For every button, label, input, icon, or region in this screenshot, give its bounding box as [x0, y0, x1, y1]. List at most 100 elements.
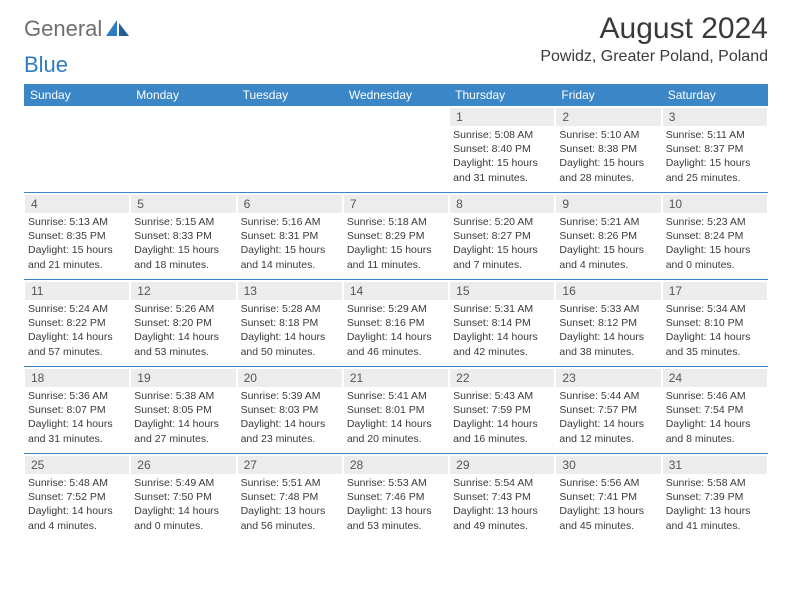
sunset-text: Sunset: 8:20 PM [134, 316, 232, 330]
day-data: Sunrise: 5:56 AMSunset: 7:41 PMDaylight:… [555, 476, 661, 537]
day-number: 13 [238, 282, 342, 300]
day-data: Sunrise: 5:36 AMSunset: 8:07 PMDaylight:… [24, 389, 130, 450]
sunrise-text: Sunrise: 5:29 AM [347, 302, 445, 316]
sunrise-text: Sunrise: 5:13 AM [28, 215, 126, 229]
day-number: 31 [663, 456, 767, 474]
calendar-day: 9Sunrise: 5:21 AMSunset: 8:26 PMDaylight… [555, 193, 661, 279]
day-data: Sunrise: 5:26 AMSunset: 8:20 PMDaylight:… [130, 302, 236, 363]
calendar-day: 6Sunrise: 5:16 AMSunset: 8:31 PMDaylight… [237, 193, 343, 279]
calendar-day: 12 Sunrise: 5:26 AMSunset: 8:20 PMDayligh… [130, 280, 236, 366]
day-data: Sunrise: 5:39 AMSunset: 8:03 PMDaylight:… [237, 389, 343, 450]
calendar-day: 21Sunrise: 5:41 AMSunset: 8:01 PMDayligh… [343, 367, 449, 453]
dow-sunday: Sunday [24, 84, 130, 106]
dow-friday: Friday [555, 84, 661, 106]
day-number: 12 [131, 282, 235, 300]
sunrise-text: Sunrise: 5:38 AM [134, 389, 232, 403]
sunset-text: Sunset: 7:39 PM [666, 490, 764, 504]
daylight-text: Daylight: 14 hours and 53 minutes. [134, 330, 232, 358]
day-data: Sunrise: 5:21 AMSunset: 8:26 PMDaylight:… [555, 215, 661, 276]
calendar-week: 4Sunrise: 5:13 AMSunset: 8:35 PMDaylight… [24, 192, 768, 279]
day-data: Sunrise: 5:08 AMSunset: 8:40 PMDaylight:… [449, 128, 555, 189]
day-data: Sunrise: 5:34 AMSunset: 8:10 PMDaylight:… [662, 302, 768, 363]
calendar-day: 24Sunrise: 5:46 AMSunset: 7:54 PMDayligh… [662, 367, 768, 453]
day-number: 26 [131, 456, 235, 474]
day-number: 5 [131, 195, 235, 213]
calendar-day [237, 106, 343, 192]
sunset-text: Sunset: 7:46 PM [347, 490, 445, 504]
daylight-text: Daylight: 15 hours and 21 minutes. [28, 243, 126, 271]
day-data: Sunrise: 5:24 AMSunset: 8:22 PMDaylight:… [24, 302, 130, 363]
sunrise-text: Sunrise: 5:24 AM [28, 302, 126, 316]
sunset-text: Sunset: 8:24 PM [666, 229, 764, 243]
sunrise-text: Sunrise: 5:46 AM [666, 389, 764, 403]
calendar-day: 1Sunrise: 5:08 AMSunset: 8:40 PMDaylight… [449, 106, 555, 192]
day-data: Sunrise: 5:29 AMSunset: 8:16 PMDaylight:… [343, 302, 449, 363]
sunrise-text: Sunrise: 5:15 AM [134, 215, 232, 229]
calendar-day: 23 Sunrise: 5:44 AMSunset: 7:57 PMDayligh… [555, 367, 661, 453]
sunset-text: Sunset: 8:31 PM [241, 229, 339, 243]
day-data: Sunrise: 5:33 AMSunset: 8:12 PMDaylight:… [555, 302, 661, 363]
sunset-text: Sunset: 8:16 PM [347, 316, 445, 330]
day-data: Sunrise: 5:20 AMSunset: 8:27 PMDaylight:… [449, 215, 555, 276]
calendar-day [343, 106, 449, 192]
sunset-text: Sunset: 7:57 PM [559, 403, 657, 417]
daylight-text: Daylight: 13 hours and 56 minutes. [241, 504, 339, 532]
calendar-day: 10Sunrise: 5:23 AMSunset: 8:24 PMDayligh… [662, 193, 768, 279]
day-number: 21 [344, 369, 448, 387]
sunset-text: Sunset: 8:14 PM [453, 316, 551, 330]
calendar-day: 4Sunrise: 5:13 AMSunset: 8:35 PMDaylight… [24, 193, 130, 279]
day-number: 17 [663, 282, 767, 300]
daylight-text: Daylight: 14 hours and 23 minutes. [241, 417, 339, 445]
calendar-day: 3Sunrise: 5:11 AMSunset: 8:37 PMDaylight… [662, 106, 768, 192]
daylight-text: Daylight: 15 hours and 11 minutes. [347, 243, 445, 271]
calendar-day: 17 Sunrise: 5:34 AMSunset: 8:10 PMDayligh… [662, 280, 768, 366]
sunset-text: Sunset: 8:05 PM [134, 403, 232, 417]
sunrise-text: Sunrise: 5:43 AM [453, 389, 551, 403]
day-data: Sunrise: 5:51 AMSunset: 7:48 PMDaylight:… [237, 476, 343, 537]
sunset-text: Sunset: 8:22 PM [28, 316, 126, 330]
logo-word-2: Blue [24, 54, 68, 76]
daylight-text: Daylight: 13 hours and 41 minutes. [666, 504, 764, 532]
day-number: 2 [556, 108, 660, 126]
daylight-text: Daylight: 15 hours and 28 minutes. [559, 156, 657, 184]
day-number: 27 [238, 456, 342, 474]
day-number: 18 [25, 369, 129, 387]
calendar-day: 18 Sunrise: 5:36 AMSunset: 8:07 PMDayligh… [24, 367, 130, 453]
calendar-day: 11Sunrise: 5:24 AMSunset: 8:22 PMDayligh… [24, 280, 130, 366]
calendar-day: 16Sunrise: 5:33 AMSunset: 8:12 PMDayligh… [555, 280, 661, 366]
sunset-text: Sunset: 8:12 PM [559, 316, 657, 330]
calendar-week: 11Sunrise: 5:24 AMSunset: 8:22 PMDayligh… [24, 279, 768, 366]
daylight-text: Daylight: 14 hours and 50 minutes. [241, 330, 339, 358]
daylight-text: Daylight: 14 hours and 31 minutes. [28, 417, 126, 445]
daylight-text: Daylight: 15 hours and 25 minutes. [666, 156, 764, 184]
daylight-text: Daylight: 14 hours and 46 minutes. [347, 330, 445, 358]
calendar-week: 25Sunrise: 5:48 AMSunset: 7:52 PMDayligh… [24, 453, 768, 540]
sunset-text: Sunset: 8:26 PM [559, 229, 657, 243]
calendar-day: 2Sunrise: 5:10 AMSunset: 8:38 PMDaylight… [555, 106, 661, 192]
daylight-text: Daylight: 13 hours and 45 minutes. [559, 504, 657, 532]
daylight-text: Daylight: 14 hours and 38 minutes. [559, 330, 657, 358]
calendar-day: 30Sunrise: 5:56 AMSunset: 7:41 PMDayligh… [555, 454, 661, 540]
sunrise-text: Sunrise: 5:20 AM [453, 215, 551, 229]
day-data: Sunrise: 5:44 AMSunset: 7:57 PMDaylight:… [555, 389, 661, 450]
day-number: 3 [663, 108, 767, 126]
sunrise-text: Sunrise: 5:10 AM [559, 128, 657, 142]
calendar-day: 8 Sunrise: 5:20 AMSunset: 8:27 PMDaylight… [449, 193, 555, 279]
day-data: Sunrise: 5:15 AMSunset: 8:33 PMDaylight:… [130, 215, 236, 276]
sunrise-text: Sunrise: 5:11 AM [666, 128, 764, 142]
sunset-text: Sunset: 7:48 PM [241, 490, 339, 504]
sunrise-text: Sunrise: 5:33 AM [559, 302, 657, 316]
sunset-text: Sunset: 8:07 PM [28, 403, 126, 417]
day-data: Sunrise: 5:18 AMSunset: 8:29 PMDaylight:… [343, 215, 449, 276]
day-number: 8 [450, 195, 554, 213]
day-number: 23 [556, 369, 660, 387]
sunrise-text: Sunrise: 5:49 AM [134, 476, 232, 490]
day-data: Sunrise: 5:58 AMSunset: 7:39 PMDaylight:… [662, 476, 768, 537]
daylight-text: Daylight: 14 hours and 20 minutes. [347, 417, 445, 445]
sunset-text: Sunset: 8:10 PM [666, 316, 764, 330]
sunrise-text: Sunrise: 5:41 AM [347, 389, 445, 403]
day-of-week-header: Sunday Monday Tuesday Wednesday Thursday… [24, 84, 768, 106]
title-block: August 2024 Powidz, Greater Poland, Pola… [540, 12, 768, 66]
daylight-text: Daylight: 15 hours and 18 minutes. [134, 243, 232, 271]
sunrise-text: Sunrise: 5:58 AM [666, 476, 764, 490]
